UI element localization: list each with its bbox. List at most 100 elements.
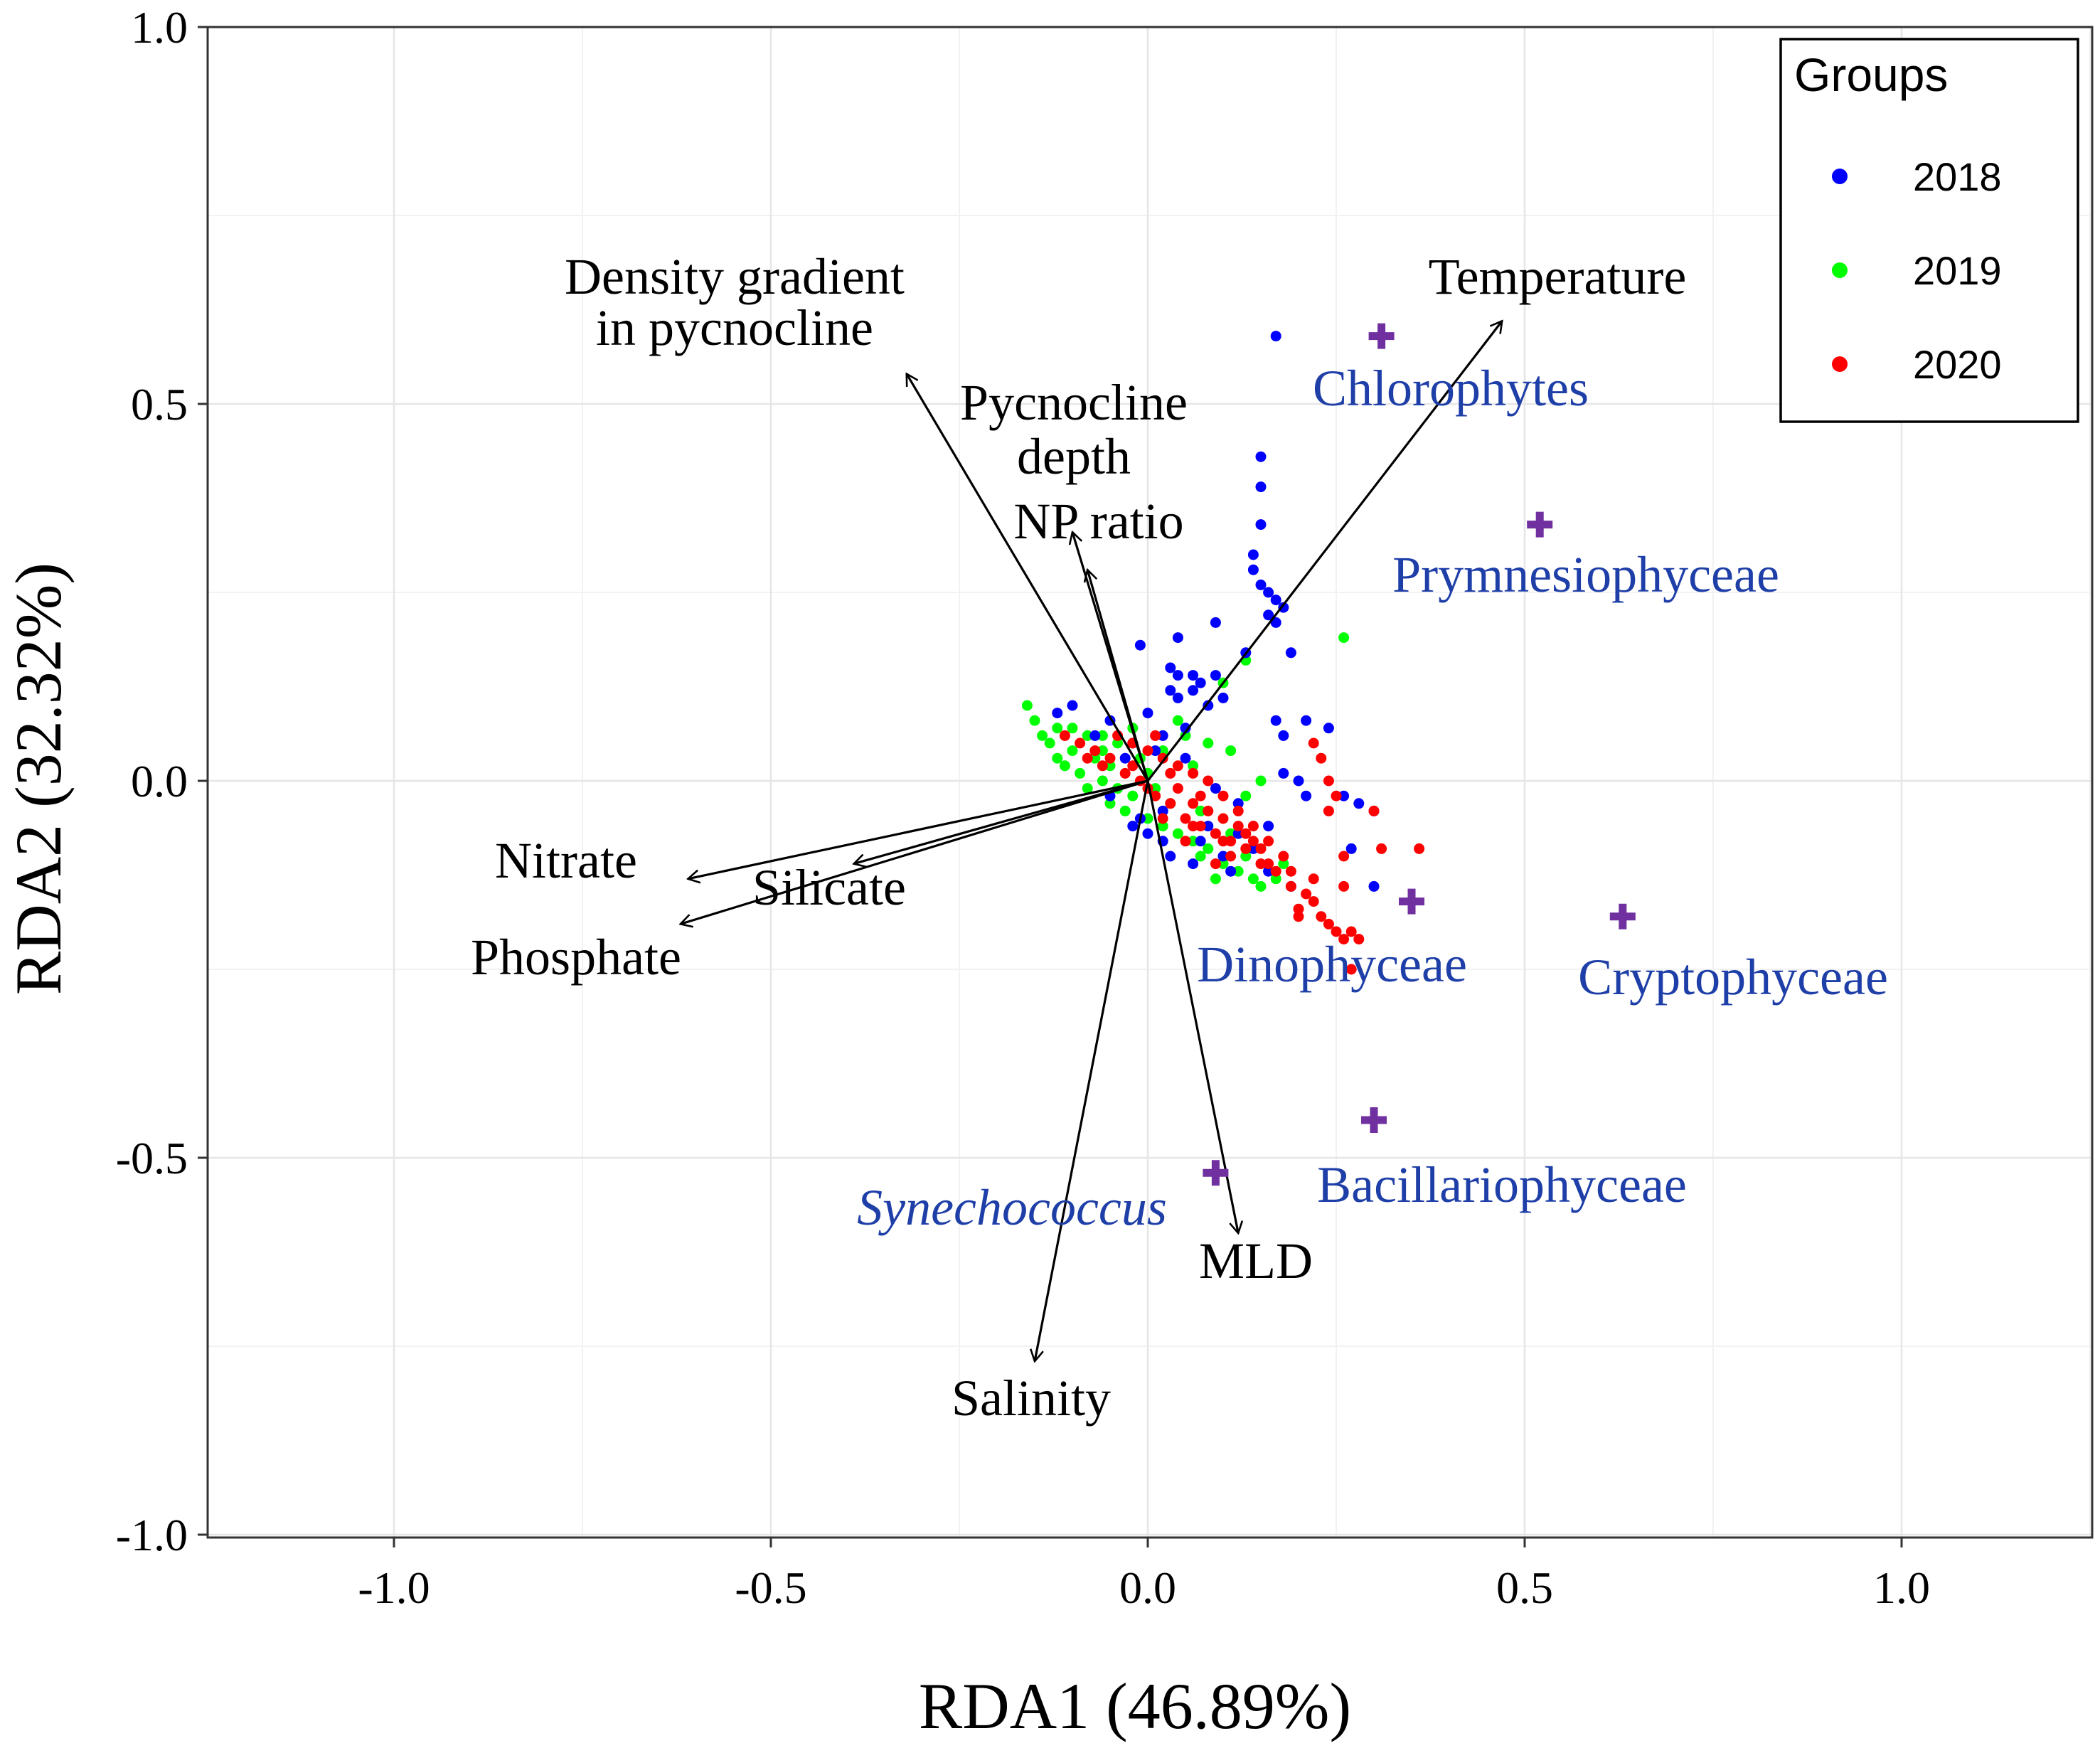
point-2018 <box>1142 708 1153 719</box>
sample-points <box>1021 331 1425 975</box>
point-2019 <box>1240 851 1252 862</box>
point-2020 <box>1240 828 1252 839</box>
point-2019 <box>1188 760 1199 772</box>
point-2018 <box>1338 790 1350 801</box>
point-2020 <box>1376 843 1387 854</box>
point-2020 <box>1308 873 1319 885</box>
point-2018 <box>1157 730 1168 741</box>
environment-vectors: Temperature Density gradient in pycnocline… <box>471 248 1686 1427</box>
taxon-marker <box>1399 888 1424 915</box>
point-2018 <box>1203 821 1214 832</box>
point-2019 <box>1232 865 1244 877</box>
vector-arrow <box>1146 780 1238 1233</box>
point-2019 <box>1021 700 1033 711</box>
vector-label: Temperature <box>1429 248 1687 305</box>
point-2018 <box>1210 783 1221 794</box>
point-2019 <box>1082 783 1093 794</box>
point-2018 <box>1255 451 1267 462</box>
vector-arrow <box>688 779 1148 879</box>
point-2018 <box>1263 609 1274 621</box>
point-2019 <box>1097 745 1108 757</box>
point-2018 <box>1255 579 1267 590</box>
x-axis-title: RDA1 (46.89%) <box>919 1670 1351 1742</box>
point-2018 <box>1157 805 1168 816</box>
point-2019 <box>1240 790 1252 801</box>
x-tick-label: -0.5 <box>735 1562 806 1613</box>
point-2019 <box>1142 813 1153 824</box>
point-2020 <box>1172 760 1183 772</box>
point-2020 <box>1232 805 1244 816</box>
point-2020 <box>1263 836 1274 847</box>
legend-swatch <box>1832 169 1848 184</box>
point-2019 <box>1067 745 1078 757</box>
y-tick-label: 1.0 <box>131 2 188 53</box>
point-2018 <box>1188 858 1199 870</box>
point-2019 <box>1104 798 1116 809</box>
point-2020 <box>1345 926 1357 937</box>
point-2018 <box>1232 798 1244 809</box>
taxon-label: Prymnesiophyceae <box>1392 546 1779 603</box>
point-2019 <box>1203 843 1214 854</box>
point-2018 <box>1165 685 1176 696</box>
x-tick-label: 0.5 <box>1496 1562 1553 1613</box>
point-2019 <box>1255 880 1267 892</box>
point-2018 <box>1134 639 1146 651</box>
taxon-marker <box>1527 511 1553 538</box>
point-2020 <box>1142 745 1153 757</box>
point-2020 <box>1097 760 1108 772</box>
point-2020 <box>1293 911 1304 922</box>
point-2020 <box>1217 790 1229 801</box>
point-2018 <box>1278 602 1289 613</box>
point-2020 <box>1323 918 1334 929</box>
point-2020 <box>1353 934 1365 945</box>
point-2020 <box>1316 911 1327 922</box>
point-2018 <box>1203 700 1214 711</box>
point-2018 <box>1301 790 1312 801</box>
point-2019 <box>1037 730 1048 741</box>
point-2020 <box>1285 880 1296 892</box>
vector-label: Silicate <box>752 859 906 916</box>
point-2018 <box>1278 767 1289 779</box>
point-2018 <box>1150 745 1161 757</box>
point-2019 <box>1052 752 1063 764</box>
point-2020 <box>1195 790 1206 801</box>
legend: Groups 2018 2019 2020 <box>1779 38 2079 423</box>
point-2018 <box>1067 700 1078 711</box>
point-2020 <box>1338 934 1350 945</box>
point-2020 <box>1157 752 1168 764</box>
point-2018 <box>1270 715 1281 726</box>
taxon-label: Dinophyceae <box>1197 936 1467 993</box>
point-2018 <box>1345 843 1357 854</box>
point-2020 <box>1247 821 1259 832</box>
point-2020 <box>1188 821 1199 832</box>
legend-label: 2020 <box>1913 342 2002 387</box>
point-2018 <box>1247 843 1259 854</box>
point-2018 <box>1195 836 1206 847</box>
vector-label: Nitrate <box>495 832 637 889</box>
point-2020 <box>1345 964 1357 975</box>
point-2019 <box>1172 828 1183 839</box>
point-2020 <box>1247 836 1259 847</box>
point-2020 <box>1172 783 1183 794</box>
legend-title: Groups <box>1794 48 1948 101</box>
point-2018 <box>1255 519 1267 531</box>
taxon-label: Synechococcus <box>857 1179 1167 1236</box>
plot-panel-border <box>206 26 2094 1539</box>
vector-arrow <box>1035 780 1149 1361</box>
point-2019 <box>1217 858 1229 870</box>
point-2019 <box>1338 632 1350 644</box>
point-2020 <box>1089 745 1101 757</box>
vector-arrow <box>905 374 1149 782</box>
point-2018 <box>1225 865 1237 877</box>
point-2018 <box>1247 549 1259 560</box>
point-2018 <box>1270 617 1281 628</box>
point-2020 <box>1232 821 1244 832</box>
point-2020 <box>1308 896 1319 907</box>
point-2020 <box>1157 813 1168 824</box>
taxon-marker <box>1361 1107 1387 1133</box>
point-2018 <box>1263 587 1274 598</box>
point-2020 <box>1180 813 1191 824</box>
point-2020 <box>1225 851 1237 862</box>
point-2019 <box>1203 737 1214 749</box>
x-tick-label: -1.0 <box>358 1562 430 1613</box>
